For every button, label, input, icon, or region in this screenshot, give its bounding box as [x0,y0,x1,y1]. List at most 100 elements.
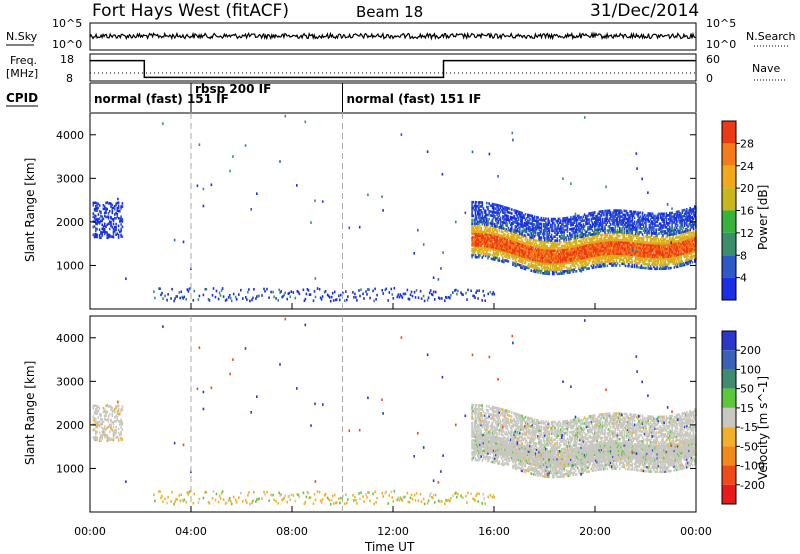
power-cell [500,220,503,224]
power-cell [536,257,538,260]
power-cell [681,242,684,246]
power-cell [662,245,664,249]
power-cell [638,226,640,230]
power-cell [541,254,544,257]
power-cell [538,263,540,266]
power-cell [557,262,560,266]
power-cell [574,248,577,252]
power-cell [514,227,517,230]
power-cell [588,212,590,215]
power-cell [486,237,488,240]
power-cell [496,248,498,252]
power-cell [559,258,562,262]
power-cell [622,239,624,242]
velocity-cell [96,420,98,424]
power-cell [103,230,106,233]
power-cell [530,242,532,245]
power-cell [569,243,571,247]
power-cell [92,233,95,237]
power-cell [591,211,594,215]
power-cell [603,245,605,248]
power-cell [491,210,494,214]
power-cell [106,215,108,219]
velocity-cell [111,410,114,413]
power-cell [678,241,680,245]
power-cell [477,236,479,239]
power-cell [467,288,469,292]
power-cell [479,254,481,257]
power-cell [534,266,537,270]
power-cell [563,234,565,238]
power-cell [475,232,478,235]
velocity-cell [103,427,106,431]
power-cell [578,240,580,243]
power-cell [530,243,532,247]
power-cell [481,211,484,214]
power-cell [678,210,680,213]
power-cell [202,204,205,208]
power-cell [626,231,629,235]
power-cell [630,227,632,231]
power-cell [537,233,539,237]
power-cell [502,217,504,220]
power-cell [661,228,663,231]
power-cell [587,247,589,251]
power-cell [686,237,688,240]
velocity-cell [472,435,474,438]
power-cell [629,221,631,225]
velocity-cell [121,405,124,408]
power-cell [576,248,579,251]
power-cell [681,246,684,250]
power-cell [101,231,103,234]
power-cell [539,240,542,243]
power-cell [567,245,570,249]
power-cell [471,238,473,241]
power-cell [514,262,517,265]
power-cell [683,230,686,233]
power-cell [642,235,645,238]
power-cell [691,223,694,227]
power-cell [636,263,638,267]
power-cell [528,219,530,223]
power-cell [114,213,116,216]
power-cell [625,229,628,232]
power-cell [542,262,545,265]
power-cell [678,251,680,254]
power-cell [430,293,433,296]
power-cell [676,220,679,223]
power-cell [654,218,656,222]
power-cell [487,227,489,231]
power-cell [619,213,621,216]
power-cell [671,233,673,236]
power-cell [505,224,507,227]
power-cell [592,256,595,260]
power-cell [559,235,562,238]
power-cell [611,262,613,265]
power-cell [534,247,537,250]
power-cell [538,234,540,237]
power-cell [662,253,664,257]
power-cell [596,253,598,257]
power-cell [625,237,628,240]
power-cell [537,224,539,227]
power-cell [546,231,548,234]
power-cell [511,222,513,225]
velocity-cell [101,418,103,421]
power-cell [670,217,672,221]
power-cell [565,250,568,253]
power-cell [672,229,674,232]
velocity-cell [93,438,96,442]
power-cell [657,257,660,261]
power-cell [473,238,476,241]
power-cell [575,244,578,247]
power-cell [631,261,634,264]
power-cell [525,226,528,230]
power-cell [504,213,506,217]
power-cell [460,291,462,294]
power-cell [114,228,116,232]
power-cell [554,243,556,246]
power-cell [622,254,624,258]
power-cell [517,259,520,263]
power-cell [631,253,634,257]
power-cell [505,214,507,217]
